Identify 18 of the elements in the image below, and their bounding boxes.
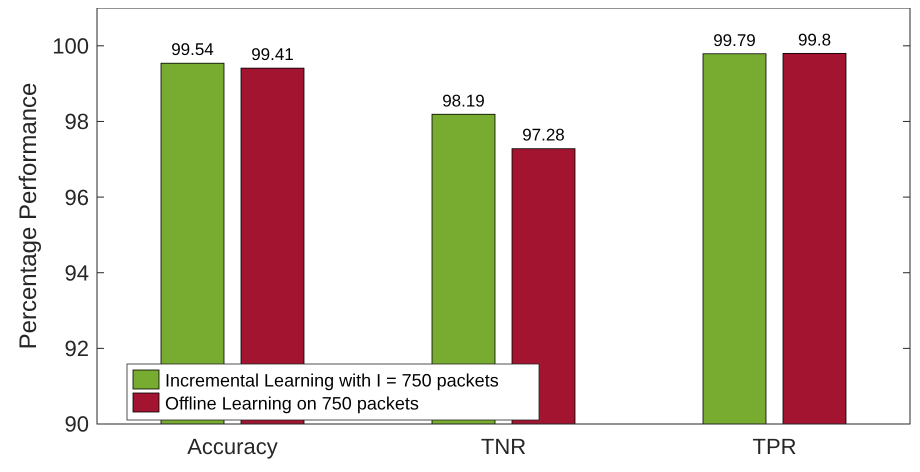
legend-label: Offline Learning on 750 packets xyxy=(165,393,419,414)
legend-label: Incremental Learning with I = 750 packets xyxy=(165,370,499,390)
x-tick-label: Accuracy xyxy=(187,434,278,459)
x-tick-label: TPR xyxy=(752,434,796,459)
data-label: 98.19 xyxy=(442,91,485,110)
data-label: 99.79 xyxy=(713,30,756,50)
y-tick-label: 90 xyxy=(64,412,89,437)
data-label: 99.54 xyxy=(171,40,214,60)
y-tick-label: 100 xyxy=(52,34,89,59)
data-label: 97.28 xyxy=(522,126,565,145)
data-label: 99.41 xyxy=(251,45,294,64)
y-tick-label: 92 xyxy=(64,336,89,362)
y-axis-title: Percentage Performance xyxy=(15,82,42,350)
y-tick-label: 94 xyxy=(64,260,89,286)
x-tick-label: TNR xyxy=(480,434,526,459)
y-tick-label: 98 xyxy=(64,109,89,134)
data-label: 99.8 xyxy=(798,30,832,50)
y-tick-label: 96 xyxy=(64,184,89,210)
